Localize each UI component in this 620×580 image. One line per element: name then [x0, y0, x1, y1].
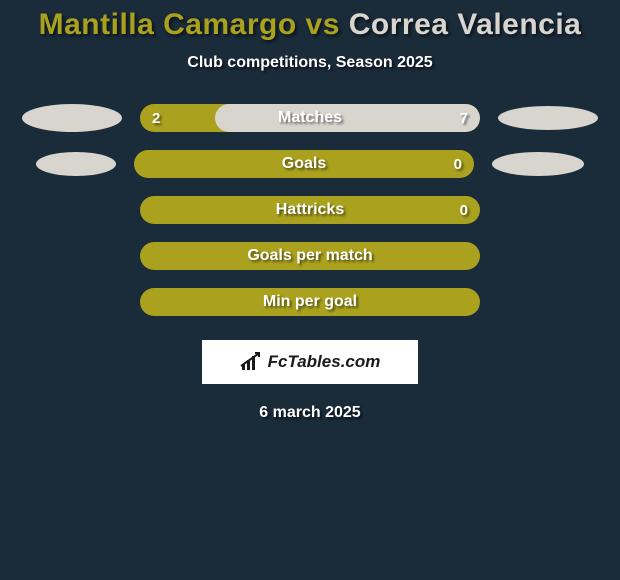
page-title: Mantilla Camargo vs Correa Valencia	[39, 8, 582, 42]
comparison-panel: Mantilla Camargo vs Correa Valencia Club…	[0, 0, 620, 422]
stat-bar: 0Goals	[134, 150, 474, 178]
ellipse-placeholder	[498, 288, 598, 316]
stat-row: Min per goal	[22, 288, 598, 316]
stat-row: 27Matches	[22, 104, 598, 132]
bar-chart-icon	[240, 352, 262, 372]
stat-bar: 27Matches	[140, 104, 480, 132]
player2-ellipse-icon	[492, 152, 584, 176]
subtitle: Club competitions, Season 2025	[187, 54, 432, 72]
logo-text: FcTables.com	[268, 352, 381, 372]
stat-row: 0Hattricks	[22, 196, 598, 224]
player2-ellipse-icon	[498, 106, 598, 130]
ellipse-placeholder	[22, 196, 122, 224]
logo-box[interactable]: FcTables.com	[202, 340, 418, 384]
ellipse-placeholder	[22, 242, 122, 270]
stat-row: Goals per match	[22, 242, 598, 270]
stat-label: Goals	[134, 155, 474, 173]
ellipse-placeholder	[498, 196, 598, 224]
stat-bar: Min per goal	[140, 288, 480, 316]
stat-label: Matches	[140, 109, 480, 127]
player1-ellipse-icon	[36, 152, 116, 176]
player2-name: Correa Valencia	[349, 8, 582, 41]
ellipse-placeholder	[498, 242, 598, 270]
player1-name: Mantilla Camargo	[39, 8, 297, 41]
ellipse-placeholder	[22, 288, 122, 316]
stat-label: Goals per match	[140, 247, 480, 265]
stat-bar: 0Hattricks	[140, 196, 480, 224]
stat-label: Min per goal	[140, 293, 480, 311]
vs-word: vs	[297, 8, 349, 41]
date-label: 6 march 2025	[259, 404, 360, 422]
player1-ellipse-icon	[22, 104, 122, 132]
stat-bar: Goals per match	[140, 242, 480, 270]
stat-label: Hattricks	[140, 201, 480, 219]
stat-rows: 27Matches 0Goals 0Hattricks Goals per match…	[22, 104, 598, 334]
stat-row: 0Goals	[22, 150, 598, 178]
